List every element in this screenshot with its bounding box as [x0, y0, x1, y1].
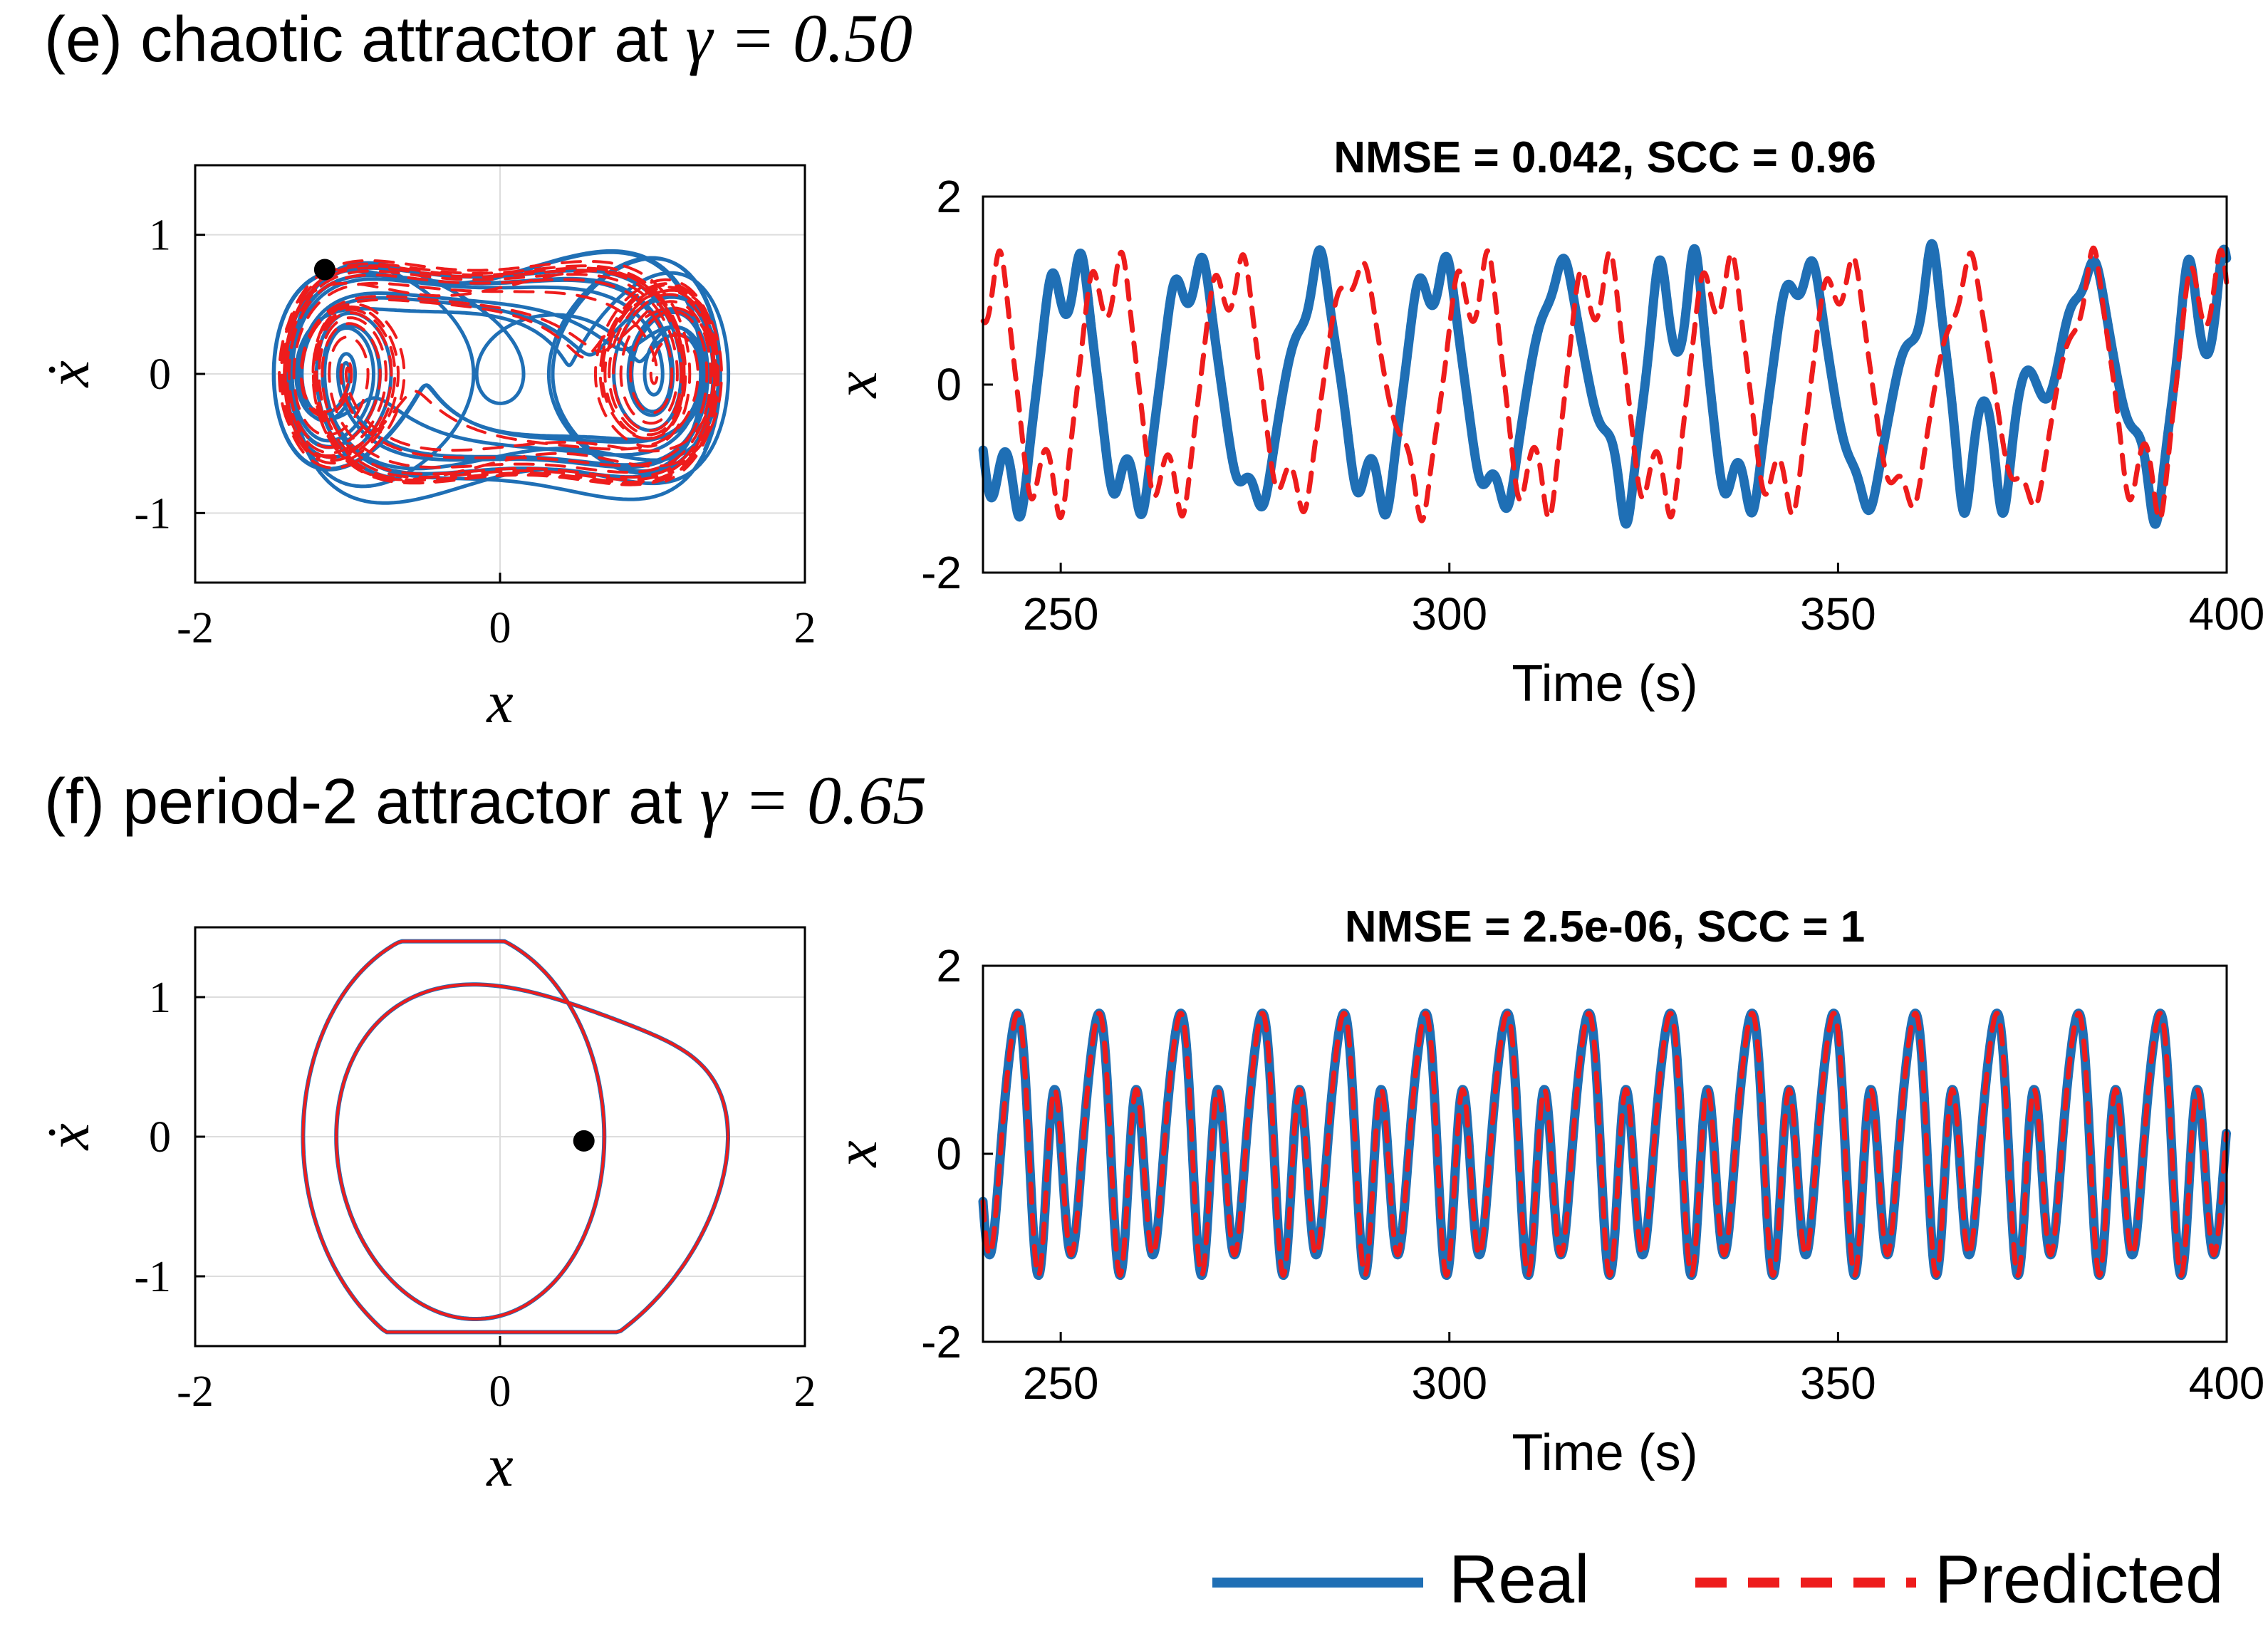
series-predicted-line	[278, 259, 723, 486]
x-tick-label: 400	[2189, 588, 2265, 640]
time-e-xlabel: Time (s)	[1512, 655, 1697, 712]
initial-point-marker	[313, 259, 335, 281]
panel-f-heading-text: (f) period-2 attractor at γ = 0.65	[44, 762, 927, 838]
panel-e-heading-text: (e) chaotic attractor at γ = 0.50	[44, 0, 912, 76]
phase-f-curves	[301, 939, 730, 1335]
series-predicted-line	[301, 939, 729, 1334]
phase-e-xlabel: x	[485, 669, 513, 736]
series-real-line	[978, 239, 2232, 529]
time-e-ylabel: x	[823, 371, 890, 399]
y-tick-label: 1	[149, 212, 171, 260]
y-tick-label: -2	[921, 547, 962, 598]
x-tick-label: 300	[1411, 588, 1487, 640]
y-tick-label: 0	[936, 359, 962, 410]
phase-portrait-f: -2 0 2 1 0 -1 x ẋ	[36, 926, 816, 1499]
time-f-ylabel: x	[823, 1140, 890, 1168]
y-tick-label: 0	[149, 1113, 171, 1162]
time-f-ticks: 250 300 350 400 2 0 -2	[921, 940, 2264, 1409]
time-e-curves	[978, 239, 2232, 529]
x-tick-label: 250	[1023, 588, 1099, 640]
legend: Real Predicted	[1212, 1541, 2224, 1617]
series-predicted-line	[980, 245, 2230, 523]
x-tick-label: 250	[1023, 1357, 1099, 1409]
time-f-xlabel: Time (s)	[1512, 1424, 1697, 1481]
phase-e-curves	[271, 249, 731, 505]
x-tick-label: 0	[489, 1367, 511, 1416]
x-tick-label: 400	[2189, 1357, 2265, 1409]
time-e-ticks: 250 300 350 400 2 0 -2	[921, 171, 2264, 640]
initial-point-marker	[573, 1130, 595, 1152]
time-f-curves	[978, 1009, 2231, 1281]
x-tick-label: 2	[794, 1367, 816, 1416]
phase-e-ylabel: ẋ	[36, 360, 102, 387]
x-tick-label: 350	[1800, 1357, 1876, 1409]
x-tick-label: -2	[177, 1367, 214, 1416]
x-tick-label: 300	[1411, 1357, 1487, 1409]
x-tick-label: 2	[794, 604, 816, 652]
time-series-f: 250 300 350 400 2 0 -2 NMSE = 2.5e-06, SCC = 1…	[823, 902, 2264, 1481]
y-tick-label: -1	[134, 1253, 171, 1301]
phase-f-grid	[194, 927, 806, 1346]
x-tick-label: 0	[489, 604, 511, 652]
y-tick-label: 1	[149, 974, 171, 1022]
y-tick-label: -1	[134, 489, 171, 538]
panel-f-heading: (f) period-2 attractor at γ = 0.65	[44, 762, 927, 838]
phase-e-ticks: -2 0 2 1 0 -1	[134, 212, 816, 652]
x-tick-label: -2	[177, 604, 214, 652]
phase-portrait-e: -2 0 2 1 0 -1 x ẋ	[36, 164, 816, 736]
legend-real-label: Real	[1449, 1541, 1589, 1617]
x-tick-label: 350	[1800, 588, 1876, 640]
y-tick-label: -2	[921, 1316, 962, 1367]
time-series-e: 250 300 350 400 2 0 -2 NMSE = 0.042, SCC = 0.9…	[823, 133, 2264, 712]
panel-e-heading: (e) chaotic attractor at γ = 0.50	[44, 0, 912, 76]
series-predicted-line	[980, 1011, 2229, 1278]
phase-f-xlabel: x	[485, 1433, 513, 1499]
y-tick-label: 0	[936, 1128, 962, 1179]
time-f-title: NMSE = 2.5e-06, SCC = 1	[1345, 902, 1866, 952]
time-e-title: NMSE = 0.042, SCC = 0.96	[1333, 133, 1876, 182]
y-tick-label: 2	[936, 940, 962, 991]
phase-f-ylabel: ẋ	[36, 1123, 102, 1150]
legend-predicted-label: Predicted	[1935, 1541, 2224, 1617]
y-tick-label: 2	[936, 171, 962, 222]
phase-f-ticks: -2 0 2 1 0 -1	[134, 974, 816, 1416]
y-tick-label: 0	[149, 350, 171, 399]
